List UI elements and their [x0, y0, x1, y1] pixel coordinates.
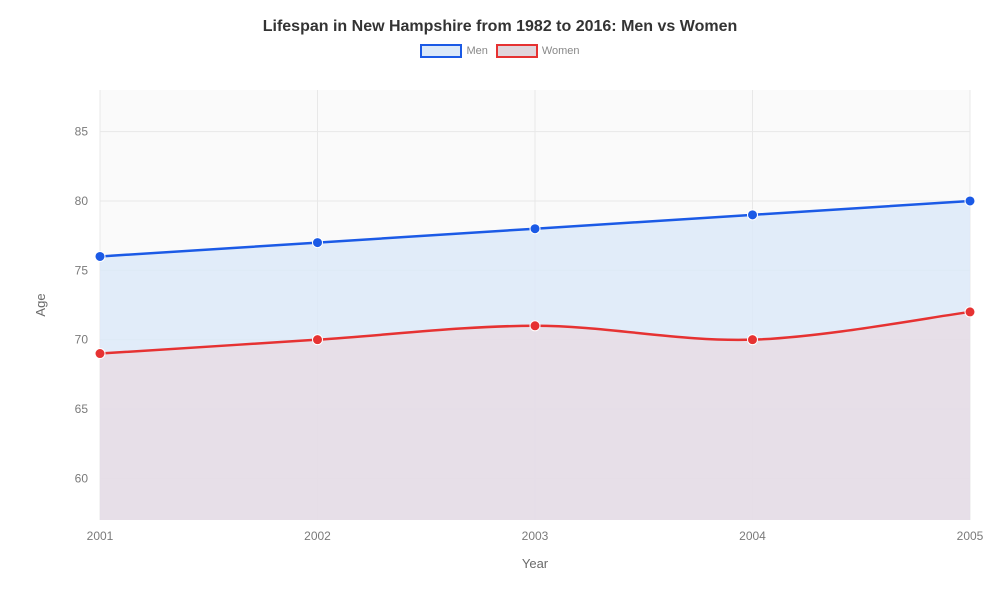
legend-swatch-men: [420, 44, 462, 58]
legend-label-men: Men: [466, 45, 487, 57]
chart-container: Lifespan in New Hampshire from 1982 to 2…: [0, 0, 1000, 600]
marker-men[interactable]: [530, 224, 540, 234]
marker-men[interactable]: [95, 251, 105, 261]
plot-svg: 20012002200320042005606570758085AgeYear: [100, 90, 970, 520]
y-tick-label: 85: [75, 125, 89, 139]
marker-men[interactable]: [748, 210, 758, 220]
marker-women[interactable]: [965, 307, 975, 317]
marker-women[interactable]: [748, 335, 758, 345]
x-tick-label: 2005: [957, 529, 984, 543]
x-tick-label: 2003: [522, 529, 549, 543]
legend-swatch-women: [496, 44, 538, 58]
y-tick-label: 65: [75, 402, 89, 416]
marker-men[interactable]: [965, 196, 975, 206]
x-tick-label: 2004: [739, 529, 766, 543]
legend-label-women: Women: [542, 45, 580, 57]
y-axis-title: Age: [33, 293, 48, 316]
y-tick-label: 75: [75, 263, 89, 277]
y-tick-label: 60: [75, 471, 89, 485]
chart-legend: Men Women: [0, 44, 1000, 64]
x-tick-label: 2002: [304, 529, 331, 543]
marker-women[interactable]: [530, 321, 540, 331]
y-tick-label: 70: [75, 333, 89, 347]
x-tick-label: 2001: [87, 529, 114, 543]
marker-women[interactable]: [95, 349, 105, 359]
y-tick-label: 80: [75, 194, 89, 208]
plot-area: 20012002200320042005606570758085AgeYear: [100, 90, 970, 520]
legend-item-women[interactable]: Women: [496, 44, 580, 58]
chart-title: Lifespan in New Hampshire from 1982 to 2…: [0, 0, 1000, 44]
x-axis-title: Year: [522, 556, 549, 571]
marker-women[interactable]: [313, 335, 323, 345]
legend-item-men[interactable]: Men: [420, 44, 487, 58]
marker-men[interactable]: [313, 238, 323, 248]
